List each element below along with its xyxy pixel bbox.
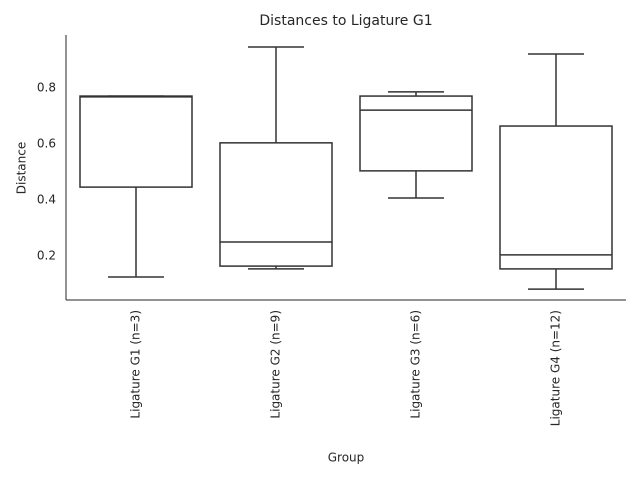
whisker (528, 268, 584, 290)
y-tick-label: 0.2 (37, 249, 56, 263)
y-axis-label: Distance (15, 142, 29, 194)
y-tick-label: 0.6 (37, 136, 56, 150)
box (359, 95, 473, 172)
box (79, 95, 193, 188)
x-tick-label: Ligature G3 (n=6) (409, 310, 423, 419)
x-tick-label: Ligature G4 (n=12) (549, 310, 563, 426)
box (219, 142, 333, 267)
whisker (248, 46, 304, 143)
x-tick-label: Ligature G1 (n=3) (129, 310, 143, 419)
whisker (528, 53, 584, 127)
chart-title: Distances to Ligature G1 (259, 13, 432, 29)
x-tick-label: Ligature G2 (n=9) (269, 310, 283, 419)
y-tick-label: 0.8 (37, 80, 56, 94)
x-axis-label: Group (328, 451, 365, 465)
box (499, 125, 613, 270)
y-tick-label: 0.4 (37, 192, 56, 206)
whisker (108, 187, 164, 278)
whisker (388, 170, 444, 199)
